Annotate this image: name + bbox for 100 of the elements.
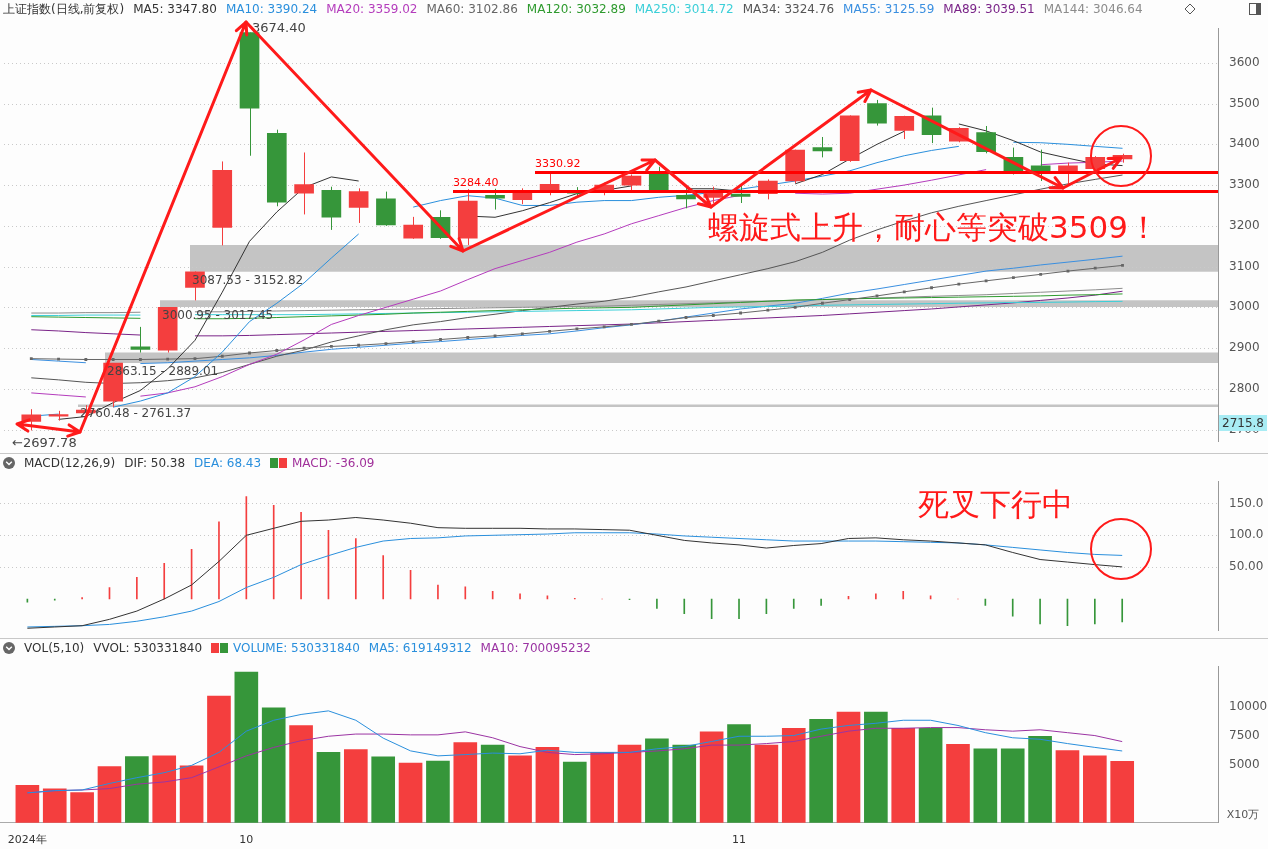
ref-line-label: 3330.92 xyxy=(535,156,581,170)
text: MA10: 700095232 xyxy=(480,640,591,655)
text: MA20: 3359.02 xyxy=(326,2,418,16)
point xyxy=(466,336,470,339)
bar xyxy=(891,727,916,823)
bar xyxy=(316,751,341,823)
text: MA144: 3046.64 xyxy=(1043,2,1143,16)
bar xyxy=(590,751,614,823)
text: DEA: 68.43 xyxy=(194,455,262,470)
bar xyxy=(1028,735,1052,823)
point xyxy=(602,325,606,329)
candlestick xyxy=(867,99,887,127)
candlestick xyxy=(348,187,369,224)
point xyxy=(548,329,552,333)
point xyxy=(29,357,33,361)
bar xyxy=(207,695,231,823)
text: MA60: 3102.86 xyxy=(426,2,518,16)
candlestick xyxy=(266,129,287,207)
point xyxy=(411,340,415,343)
bar xyxy=(973,748,998,823)
point xyxy=(1093,266,1097,270)
y-axis-title: X10万 xyxy=(1226,808,1260,822)
point xyxy=(1011,276,1015,279)
bar xyxy=(535,747,560,823)
bar xyxy=(234,671,259,823)
bar xyxy=(864,711,888,823)
bar xyxy=(699,731,724,823)
y-tick-label: 3200 xyxy=(1229,217,1260,232)
y-tick-label: 5000 xyxy=(1229,756,1260,771)
bar xyxy=(1000,748,1025,823)
candlestick xyxy=(812,136,833,158)
bar xyxy=(918,727,943,823)
candlestick xyxy=(403,216,424,240)
bar xyxy=(453,742,478,823)
bar xyxy=(289,725,313,823)
bar xyxy=(508,755,532,823)
point xyxy=(357,343,361,347)
bar xyxy=(672,744,697,823)
chart-subtitle: VVOL: 530331840 xyxy=(93,640,203,655)
point xyxy=(84,358,88,361)
bar xyxy=(261,707,286,823)
bar xyxy=(70,792,94,823)
bar xyxy=(645,738,669,823)
y-tick-label: 150.0 xyxy=(1229,495,1264,510)
legend-label: MACD: -36.09 xyxy=(291,455,375,470)
point xyxy=(275,349,279,352)
point xyxy=(821,301,824,305)
bar xyxy=(1083,755,1107,823)
point xyxy=(766,308,770,312)
bar xyxy=(398,762,423,823)
y-tick-label: 100.0 xyxy=(1229,527,1264,542)
candlestick xyxy=(376,191,396,227)
point xyxy=(657,319,661,323)
bar xyxy=(836,711,861,823)
candlestick xyxy=(212,160,233,246)
y-tick-label: 3600 xyxy=(1229,54,1260,69)
bar xyxy=(152,755,177,823)
y-tick-label: 3300 xyxy=(1229,177,1260,192)
y-tick-label: 50.00 xyxy=(1229,559,1264,574)
chart-title: 上证指数(日线,前复权) xyxy=(3,0,125,18)
y-tick-label: 2900 xyxy=(1229,340,1260,355)
chart-title: MACD(12,26,9) xyxy=(24,455,116,470)
bar xyxy=(179,765,204,823)
point xyxy=(930,286,933,290)
bar xyxy=(125,756,149,823)
point xyxy=(630,323,633,326)
annotation: ←2697.78 xyxy=(12,435,77,450)
y-tick-label: 3100 xyxy=(1229,258,1260,273)
bar xyxy=(426,760,450,823)
bar xyxy=(343,749,368,823)
ref-line-label: 3284.40 xyxy=(453,175,499,189)
candlestick xyxy=(321,186,342,231)
y-tick-label: 2800 xyxy=(1229,380,1260,395)
candlestick xyxy=(457,188,478,246)
x-tick-label: 2024年 xyxy=(7,833,47,847)
y-tick-label: 3000 xyxy=(1229,299,1260,314)
text: MA120: 3032.89 xyxy=(526,2,626,16)
bar xyxy=(617,744,642,823)
y-tick-label: 3500 xyxy=(1229,95,1260,110)
point xyxy=(984,279,988,283)
text: 2715.8 xyxy=(1219,415,1267,431)
bar xyxy=(371,756,396,823)
bar xyxy=(480,744,505,823)
point xyxy=(439,338,442,341)
text: MA5: 3347.80 xyxy=(133,2,217,16)
point xyxy=(220,354,224,358)
point xyxy=(711,314,715,317)
chart-title: VOL(5,10) xyxy=(24,640,85,655)
bar xyxy=(809,719,833,823)
bar xyxy=(15,785,40,823)
bar xyxy=(754,744,779,823)
text: MA10: 3390.24 xyxy=(225,2,318,16)
bar xyxy=(562,761,587,823)
x-tick-label: 11 xyxy=(732,833,747,847)
point xyxy=(329,345,333,348)
bar xyxy=(727,724,751,823)
annotation: 死叉下行中 xyxy=(918,486,1073,522)
text: DIF: 50.38 xyxy=(124,455,186,470)
point xyxy=(902,290,906,294)
point xyxy=(793,305,797,309)
